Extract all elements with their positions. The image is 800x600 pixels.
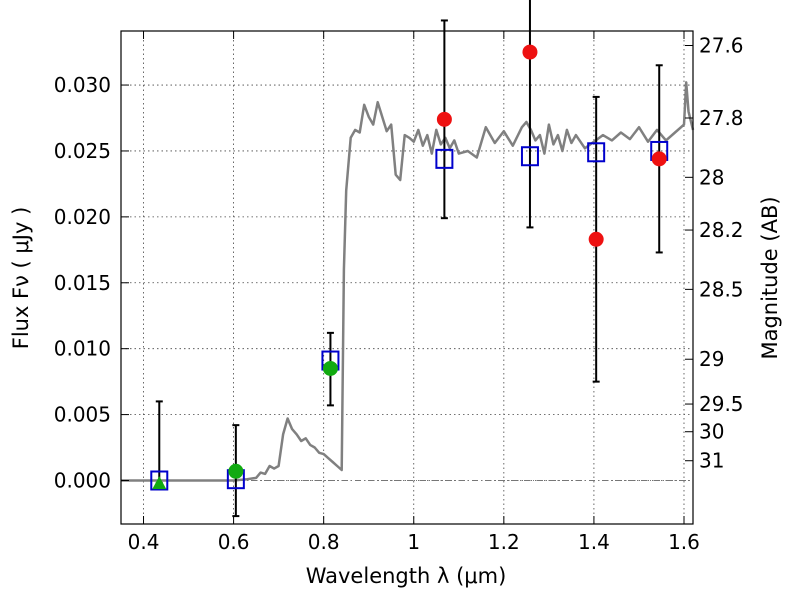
right-tick-label: 28 (699, 165, 724, 189)
y-axis-title: Flux Fν ( μJy ) (9, 207, 33, 350)
right-tick-label: 30 (699, 420, 724, 444)
x-axis-title: Wavelength λ (μm) (306, 564, 507, 588)
x-tick-label: 1 (407, 530, 420, 554)
red-circle-marker (651, 151, 667, 167)
red-circle-marker (436, 111, 452, 127)
y-tick-label: 0.005 (54, 403, 111, 427)
x-tick-label: 1.4 (578, 530, 610, 554)
model-square-marker (587, 142, 606, 163)
right-tick-label: 27.8 (699, 106, 744, 130)
right-tick-label: 28.2 (699, 218, 744, 242)
template-spectrum-line (121, 81, 695, 482)
x-tick-label: 0.4 (128, 530, 160, 554)
x-tick-label: 0.8 (308, 530, 340, 554)
red-circle-marker (522, 44, 538, 60)
y-tick-label: 0.030 (54, 73, 111, 97)
y-tick-label: 0.015 (54, 271, 111, 295)
x-tick-label: 1.2 (488, 530, 520, 554)
plot-frame (120, 30, 694, 525)
model-square-marker (150, 470, 169, 491)
y-tick-label: 0.000 (54, 469, 111, 493)
plot-area (121, 0, 695, 518)
green-triangle-marker (152, 476, 167, 490)
y-tick-label: 0.025 (54, 139, 111, 163)
right-tick-label: 27.6 (699, 34, 744, 58)
right-axis-title: Magnitude (AB) (758, 196, 782, 359)
green-circle-marker (228, 463, 244, 479)
model-square-marker (435, 148, 454, 169)
x-tick-label: 0.6 (218, 530, 250, 554)
model-square-marker (520, 146, 539, 167)
x-tick-label: 1.6 (668, 530, 700, 554)
right-tick-label: 28.5 (699, 277, 744, 301)
right-tick-label: 31 (699, 449, 724, 473)
right-tick-label: 29 (699, 347, 724, 371)
y-tick-label: 0.020 (54, 205, 111, 229)
right-tick-label: 29.5 (699, 392, 744, 416)
axes-ticks: 0.4 0.6 0.8 1 1.2 1.4 1.6 0.000 0.005 0.010 0.015 0… (54, 31, 744, 554)
grid (121, 31, 693, 524)
red-circle-marker (588, 231, 604, 247)
y-tick-label: 0.010 (54, 337, 111, 361)
green-circle-marker (322, 360, 338, 376)
